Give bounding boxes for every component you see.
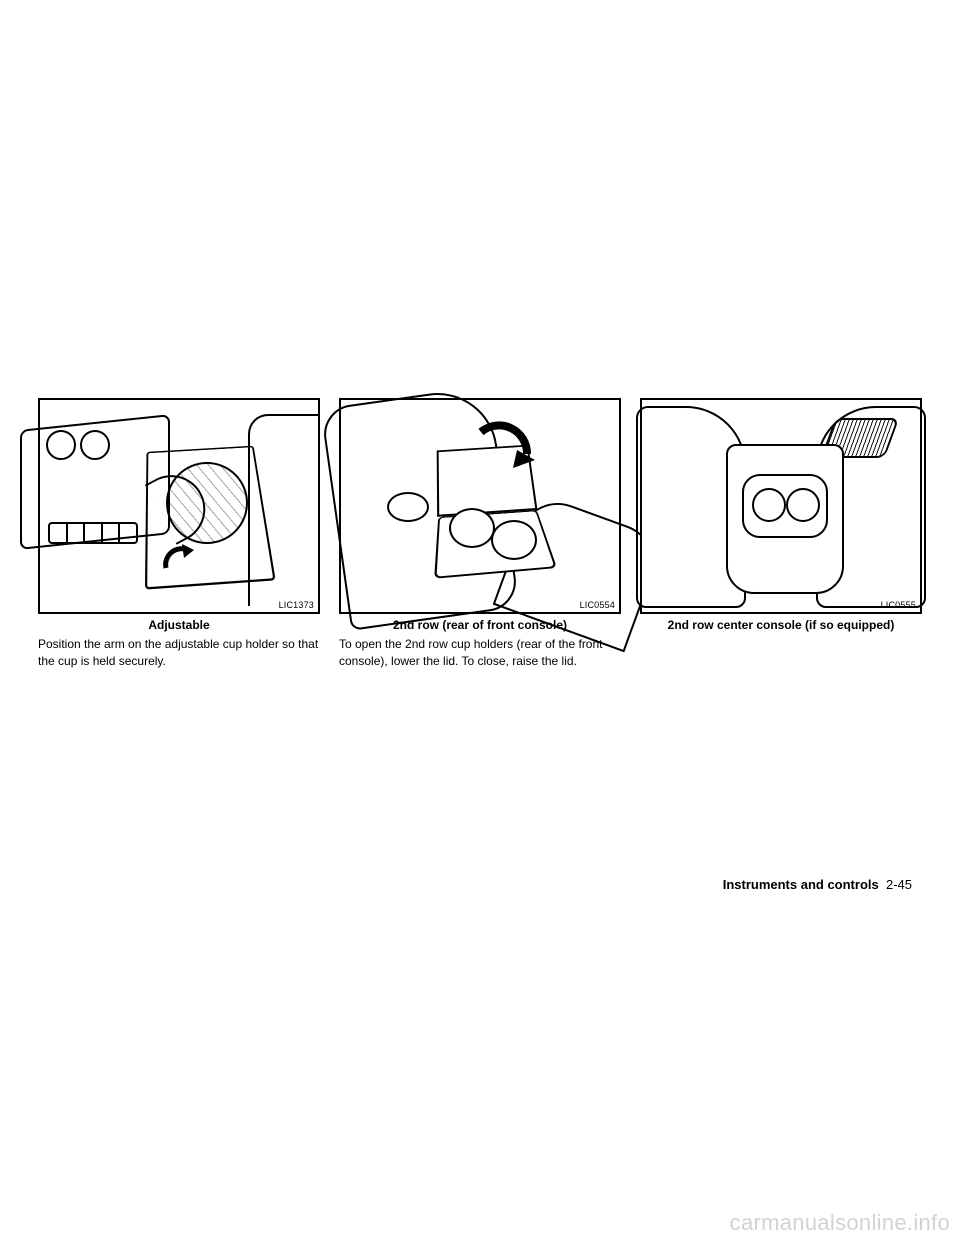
watermark-text: carmanualsonline.info [730,1210,950,1236]
figure-caption: 2nd row center console (if so equipped) [640,618,922,632]
figure-id-label: LIC1373 [279,600,314,610]
switch-icon [120,524,136,542]
cupholder-ring [752,488,786,522]
switch-icon [68,524,86,542]
figure-description: Position the arm on the adjustable cup h… [38,636,320,668]
button-row [48,522,138,544]
vent-icon [46,430,76,460]
figure-2nd-row-center-console: LIC0555 [640,398,922,614]
figure-id-label: LIC0554 [580,600,615,610]
cupholder-ring [491,520,537,560]
figure-column-2: LIC0554 2nd row (rear of front console) … [339,398,621,669]
cupholder-ring [786,488,820,522]
figure-2nd-row-rear-console: LIC0554 [339,398,621,614]
figure-column-1: LIC1373 Adjustable Position the arm on t… [38,398,320,669]
page-number: 2-45 [886,877,912,892]
page-footer: Instruments and controls 2-45 [723,877,912,892]
switch-icon [103,524,121,542]
figure-adjustable-cupholder: LIC1373 [38,398,320,614]
figure-id-label: LIC0555 [881,600,916,610]
figures-row: LIC1373 Adjustable Position the arm on t… [0,0,960,669]
air-vents [46,430,116,472]
section-label: Instruments and controls [723,877,879,892]
switch-icon [50,524,68,542]
cupholder-ring [449,508,495,548]
switch-icon [85,524,103,542]
figure-caption: Adjustable [38,618,320,632]
figure-column-3: LIC0555 2nd row center console (if so eq… [640,398,922,669]
rotation-arrow-icon [160,538,196,574]
knob-icon [387,492,429,522]
manual-page: LIC1373 Adjustable Position the arm on t… [0,0,960,1242]
vent-icon [80,430,110,460]
fold-down-arrow-icon [469,420,539,472]
seat-outline [248,414,320,606]
figure-description: To open the 2nd row cup holders (rear of… [339,636,621,668]
